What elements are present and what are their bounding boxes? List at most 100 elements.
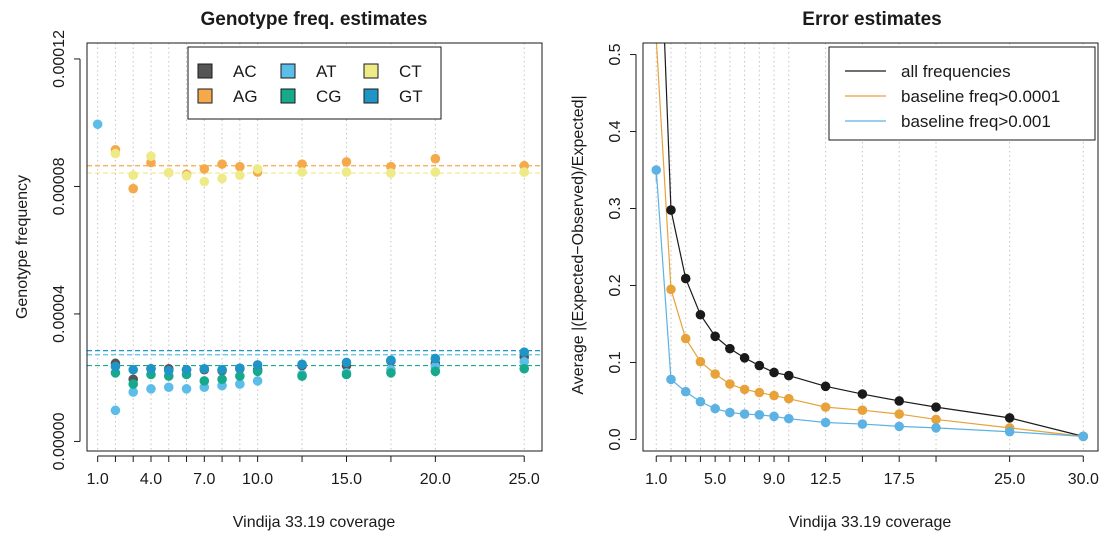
series-line-1 [655,43,1084,437]
left-x-tick-label: 4.0 [140,471,162,488]
point-cg [386,368,396,378]
legend-swatch-cg [280,88,296,104]
point-series-1 [894,409,905,419]
point-cg [341,369,352,380]
legend-label-at: AT [316,62,336,81]
point-cg [235,371,245,381]
point-series-0 [1004,413,1015,423]
point-series-2 [725,407,735,418]
left-x-axis: 1.0 4.0 7.0 10.0 15.0 20.0 25.0 [87,455,540,488]
point-series-1 [680,333,691,344]
point-ag [430,153,441,164]
left-y-tick-label: 0.00008 [51,157,68,215]
point-series-1 [666,284,676,295]
point-at [92,119,103,130]
left-y-axis-label: Genotype frequency [14,175,31,319]
point-gt [217,364,227,375]
point-at [146,384,156,394]
point-series-0 [820,381,831,392]
point-series-2 [754,410,765,420]
point-gt [297,359,307,370]
right-y-tick-label: 0.2 [607,274,624,296]
right-x-axis: 1.0 5.0 9.0 12.5 17.5 25.0 30.0 [645,455,1099,488]
legend-swatch-ct [363,63,379,79]
point-cg [297,371,307,381]
point-series-0 [769,367,779,378]
point-at [110,405,121,416]
point-series-1 [710,369,720,379]
point-cg [519,363,530,374]
point-series-2 [857,419,868,429]
right-x-tick-label: 25.0 [994,471,1025,488]
point-ct [163,167,174,178]
point-ct [146,151,156,161]
point-series-0 [931,402,941,412]
left-x-tick-label: 25.0 [509,471,540,488]
right-legend: all frequencies baseline freq>0.0001 basel… [828,46,1096,141]
left-x-tick-label: 7.0 [193,471,215,488]
point-ct [341,167,352,177]
point-cg [217,374,227,385]
left-y-tick-label: 0.00004 [51,285,68,343]
point-series-2 [1078,431,1089,442]
left-data-points [92,119,530,416]
legend-label-ag: AG [233,87,258,106]
point-at [181,384,192,394]
right-y-axis-label: Average |(Expected−Observed)/Expected| [570,95,587,394]
right-x-axis-label: Vindija 33.19 coverage [789,514,952,531]
point-at [519,356,530,367]
legend-label-cg: CG [316,87,342,106]
point-series-1 [820,402,831,412]
point-series-0 [857,389,868,399]
point-cg [128,379,139,389]
legend-label-2: baseline freq>0.001 [901,112,1051,131]
point-ag [199,164,210,174]
point-at [128,387,139,397]
right-legend-box [828,46,1096,141]
point-series-2 [666,374,676,385]
point-ag [128,183,139,194]
left-y-tick-label: 0.00012 [51,30,68,88]
point-gt [341,357,352,368]
point-series-1 [739,384,750,395]
right-y-tick-label: 0.0 [607,428,624,450]
left-legend: AC AG AT CG CT GT [187,46,442,120]
point-ct [252,164,263,174]
point-gt [199,363,210,374]
point-ag [235,161,245,172]
point-ct [235,170,245,181]
right-y-axis: 0.0 0.1 0.2 0.3 0.4 0.5 [607,43,637,451]
point-series-1 [769,390,779,401]
point-ct [110,148,121,159]
right-x-tick-label: 9.0 [763,471,785,488]
point-ag [341,157,352,167]
point-series-2 [894,421,905,432]
point-series-1 [931,414,941,425]
left-chart: Genotype freq. estimates Genotype freque… [14,9,543,531]
point-gt [163,365,174,376]
point-at [252,376,263,386]
left-reference-lines [87,165,542,367]
point-series-2 [739,409,750,419]
point-gt [252,360,263,370]
series-line-2 [655,169,1084,437]
point-series-1 [725,379,735,389]
point-series-0 [680,273,691,284]
point-cg [430,366,441,377]
right-chart-title: Error estimates [802,9,941,30]
point-gt [146,363,156,374]
point-series-2 [931,423,941,433]
point-series-2 [680,386,691,397]
left-x-tick-label: 20.0 [420,471,451,488]
left-x-axis-label: Vindija 33.19 coverage [233,514,396,531]
point-series-0 [754,360,765,371]
point-series-0 [739,353,750,363]
right-y-tick-label: 0.5 [607,43,624,65]
point-at [235,379,245,389]
right-plot-frame [642,42,1099,452]
point-series-1 [754,387,765,398]
point-series-2 [710,403,720,414]
left-chart-title: Genotype freq. estimates [200,9,427,30]
point-series-1 [695,356,706,367]
point-series-2 [651,165,662,175]
